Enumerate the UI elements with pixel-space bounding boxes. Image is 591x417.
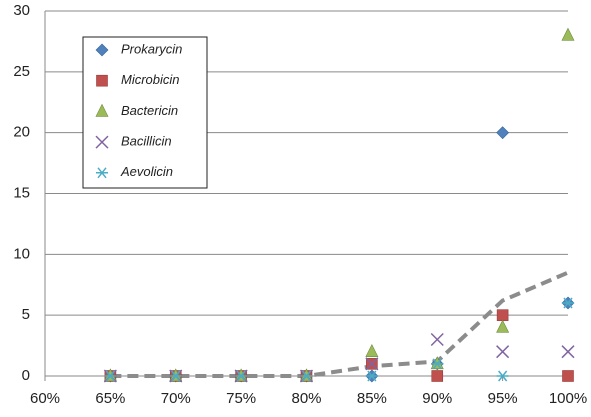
x-tick-label: 70% — [161, 390, 191, 407]
x-tick-label: 90% — [422, 390, 452, 407]
marker — [365, 357, 379, 371]
y-tick-label: 20 — [13, 124, 30, 141]
marker — [561, 27, 575, 41]
marker — [496, 345, 510, 359]
marker — [95, 135, 109, 149]
marker — [365, 343, 379, 357]
legend: Prokarycin Microbicin Bactericin Bacillicin… — [82, 36, 208, 189]
marker — [496, 370, 509, 382]
x-tick-label: 100% — [549, 390, 587, 407]
legend-label: Bacillicin — [121, 134, 172, 149]
x-tick-label: 60% — [30, 390, 60, 407]
marker — [496, 319, 510, 333]
marker — [561, 345, 575, 359]
y-tick-label: 30 — [13, 2, 30, 19]
trend-line — [110, 270, 569, 378]
x-tick-label: 75% — [226, 390, 256, 407]
marker — [431, 370, 444, 382]
marker — [104, 370, 117, 382]
x-tick-label: 85% — [357, 390, 387, 407]
marker — [96, 167, 108, 179]
x-tick-label: 80% — [291, 390, 321, 407]
marker — [95, 43, 109, 57]
marker — [496, 126, 510, 140]
marker — [300, 370, 313, 382]
y-tick-label: 0 — [22, 367, 30, 384]
marker — [430, 332, 444, 347]
y-tick-label: 5 — [22, 306, 30, 323]
marker — [365, 370, 378, 382]
y-tick-label: 25 — [13, 63, 30, 80]
legend-label: Prokarycin — [121, 41, 182, 56]
y-tick-label: 10 — [13, 245, 30, 262]
marker — [431, 358, 444, 370]
x-tick-label: 95% — [488, 390, 518, 407]
legend-label: Aevolicin — [120, 164, 173, 179]
marker — [95, 103, 109, 117]
marker — [496, 309, 509, 321]
marker — [169, 370, 182, 382]
legend-label: Microbicin — [121, 72, 180, 87]
marker — [96, 74, 108, 87]
marker — [562, 297, 574, 309]
x-tick-label: 65% — [95, 390, 125, 407]
marker — [235, 370, 248, 382]
legend-label: Bactericin — [121, 103, 178, 118]
y-tick-label: 15 — [13, 184, 30, 201]
marker — [562, 370, 574, 382]
